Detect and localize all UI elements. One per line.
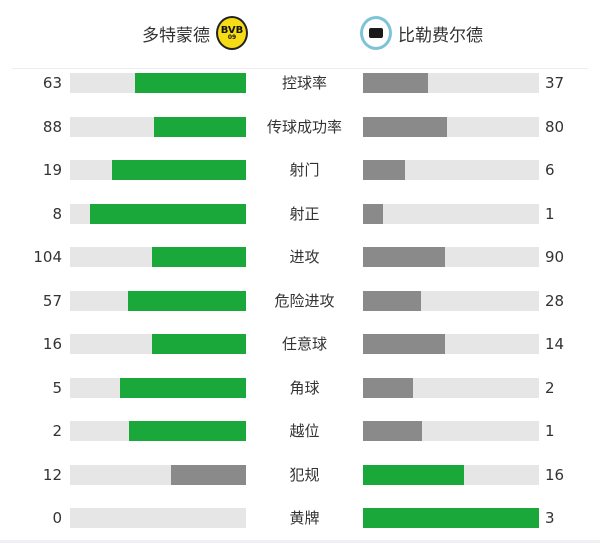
away-bar-track <box>363 334 539 354</box>
home-bar-fill <box>170 464 246 485</box>
home-bar-track <box>70 160 246 180</box>
home-bar-fill <box>120 377 246 398</box>
away-value: 28 <box>545 291 565 310</box>
home-team: 多特蒙德 BVB 09 <box>142 16 248 50</box>
away-value: 1 <box>545 204 555 223</box>
stat-label: 黄牌 <box>289 509 320 527</box>
away-value: 6 <box>545 161 555 179</box>
stat-label: 控球率 <box>281 74 327 92</box>
away-value: 16 <box>545 465 565 484</box>
home-value: 88 <box>42 117 62 136</box>
away-bar-track <box>363 464 539 485</box>
home-value: 5 <box>52 378 62 397</box>
header-divider <box>12 68 588 69</box>
away-team-name: 比勒费尔德 <box>398 25 483 46</box>
away-bar-track <box>363 203 539 224</box>
away-bar-track <box>363 160 539 180</box>
away-value: 90 <box>545 248 565 266</box>
home-bar-fill <box>135 73 246 93</box>
home-bar-track <box>70 508 246 528</box>
home-value: 63 <box>42 74 62 92</box>
home-value: 19 <box>42 161 62 179</box>
stat-row: 5 角球 2 <box>0 377 600 399</box>
away-bar-fill <box>363 160 406 180</box>
away-value: 37 <box>545 74 565 92</box>
home-bar-fill <box>89 203 246 224</box>
away-bar-track <box>363 508 539 528</box>
stat-row: 19 射门 6 <box>0 159 600 181</box>
away-bar-fill <box>363 290 421 311</box>
match-header: 多特蒙德 BVB 09 比勒费尔德 <box>0 0 600 68</box>
away-bar-track <box>363 377 539 398</box>
away-value: 80 <box>545 117 565 136</box>
bottom-divider <box>0 540 600 543</box>
away-bar-fill <box>363 508 539 528</box>
home-bar-track <box>70 377 246 398</box>
stat-label: 任意球 <box>281 335 327 353</box>
away-bar-track <box>363 421 539 441</box>
away-bar-track <box>363 73 539 93</box>
home-bar-fill <box>128 421 246 441</box>
stat-label: 传球成功率 <box>266 117 342 136</box>
away-bar-track <box>363 247 539 267</box>
home-bar-fill <box>153 116 246 137</box>
stat-label: 角球 <box>289 378 320 397</box>
home-value: 0 <box>52 509 62 527</box>
home-team-name: 多特蒙德 <box>142 25 210 46</box>
home-value: 2 <box>52 422 62 440</box>
stat-label: 进攻 <box>289 248 320 266</box>
home-value: 104 <box>33 248 62 266</box>
away-bar-fill <box>363 464 464 485</box>
home-bar-track <box>70 290 246 311</box>
home-bar-fill <box>151 247 246 267</box>
away-bar-fill <box>363 377 414 398</box>
stat-row: 88 传球成功率 80 <box>0 116 600 138</box>
home-bar-fill <box>127 290 246 311</box>
stat-row: 104 进攻 90 <box>0 246 600 268</box>
stat-label: 犯规 <box>289 465 320 484</box>
home-bar-fill <box>112 160 246 180</box>
away-bar-fill <box>363 421 422 441</box>
away-value: 1 <box>545 422 555 440</box>
stat-row: 2 越位 1 <box>0 420 600 442</box>
away-team: 比勒费尔德 <box>360 16 483 50</box>
stat-label: 危险进攻 <box>274 291 335 310</box>
away-value: 2 <box>545 378 555 397</box>
away-bar-track <box>363 116 539 137</box>
home-bar-fill <box>152 334 246 354</box>
away-value: 3 <box>545 509 555 527</box>
stat-label: 越位 <box>289 422 320 440</box>
home-bar-track <box>70 334 246 354</box>
home-bar-track <box>70 116 246 137</box>
bvb-logo-icon: BVB 09 <box>216 16 248 50</box>
away-bar-fill <box>363 203 383 224</box>
away-bar-fill <box>363 73 429 93</box>
stat-row: 8 射正 1 <box>0 203 600 225</box>
home-bar-track <box>70 421 246 441</box>
stat-row: 16 任意球 14 <box>0 333 600 355</box>
stat-row: 63 控球率 37 <box>0 72 600 94</box>
stat-row: 0 黄牌 3 <box>0 507 600 529</box>
home-value: 16 <box>42 335 62 353</box>
stat-label: 射正 <box>289 204 320 223</box>
home-value: 57 <box>42 291 62 310</box>
stat-row: 12 犯规 16 <box>0 464 600 486</box>
away-bar-fill <box>363 247 445 267</box>
home-bar-track <box>70 73 246 93</box>
home-value: 12 <box>42 465 62 484</box>
arminia-logo-icon <box>360 16 392 50</box>
home-bar-track <box>70 203 246 224</box>
stat-row: 57 危险进攻 28 <box>0 290 600 312</box>
away-bar-fill <box>363 334 446 354</box>
home-value: 8 <box>52 204 62 223</box>
away-bar-track <box>363 290 539 311</box>
away-value: 14 <box>545 335 565 353</box>
home-bar-track <box>70 247 246 267</box>
away-bar-fill <box>363 116 447 137</box>
home-bar-track <box>70 464 246 485</box>
stat-label: 射门 <box>289 161 320 179</box>
